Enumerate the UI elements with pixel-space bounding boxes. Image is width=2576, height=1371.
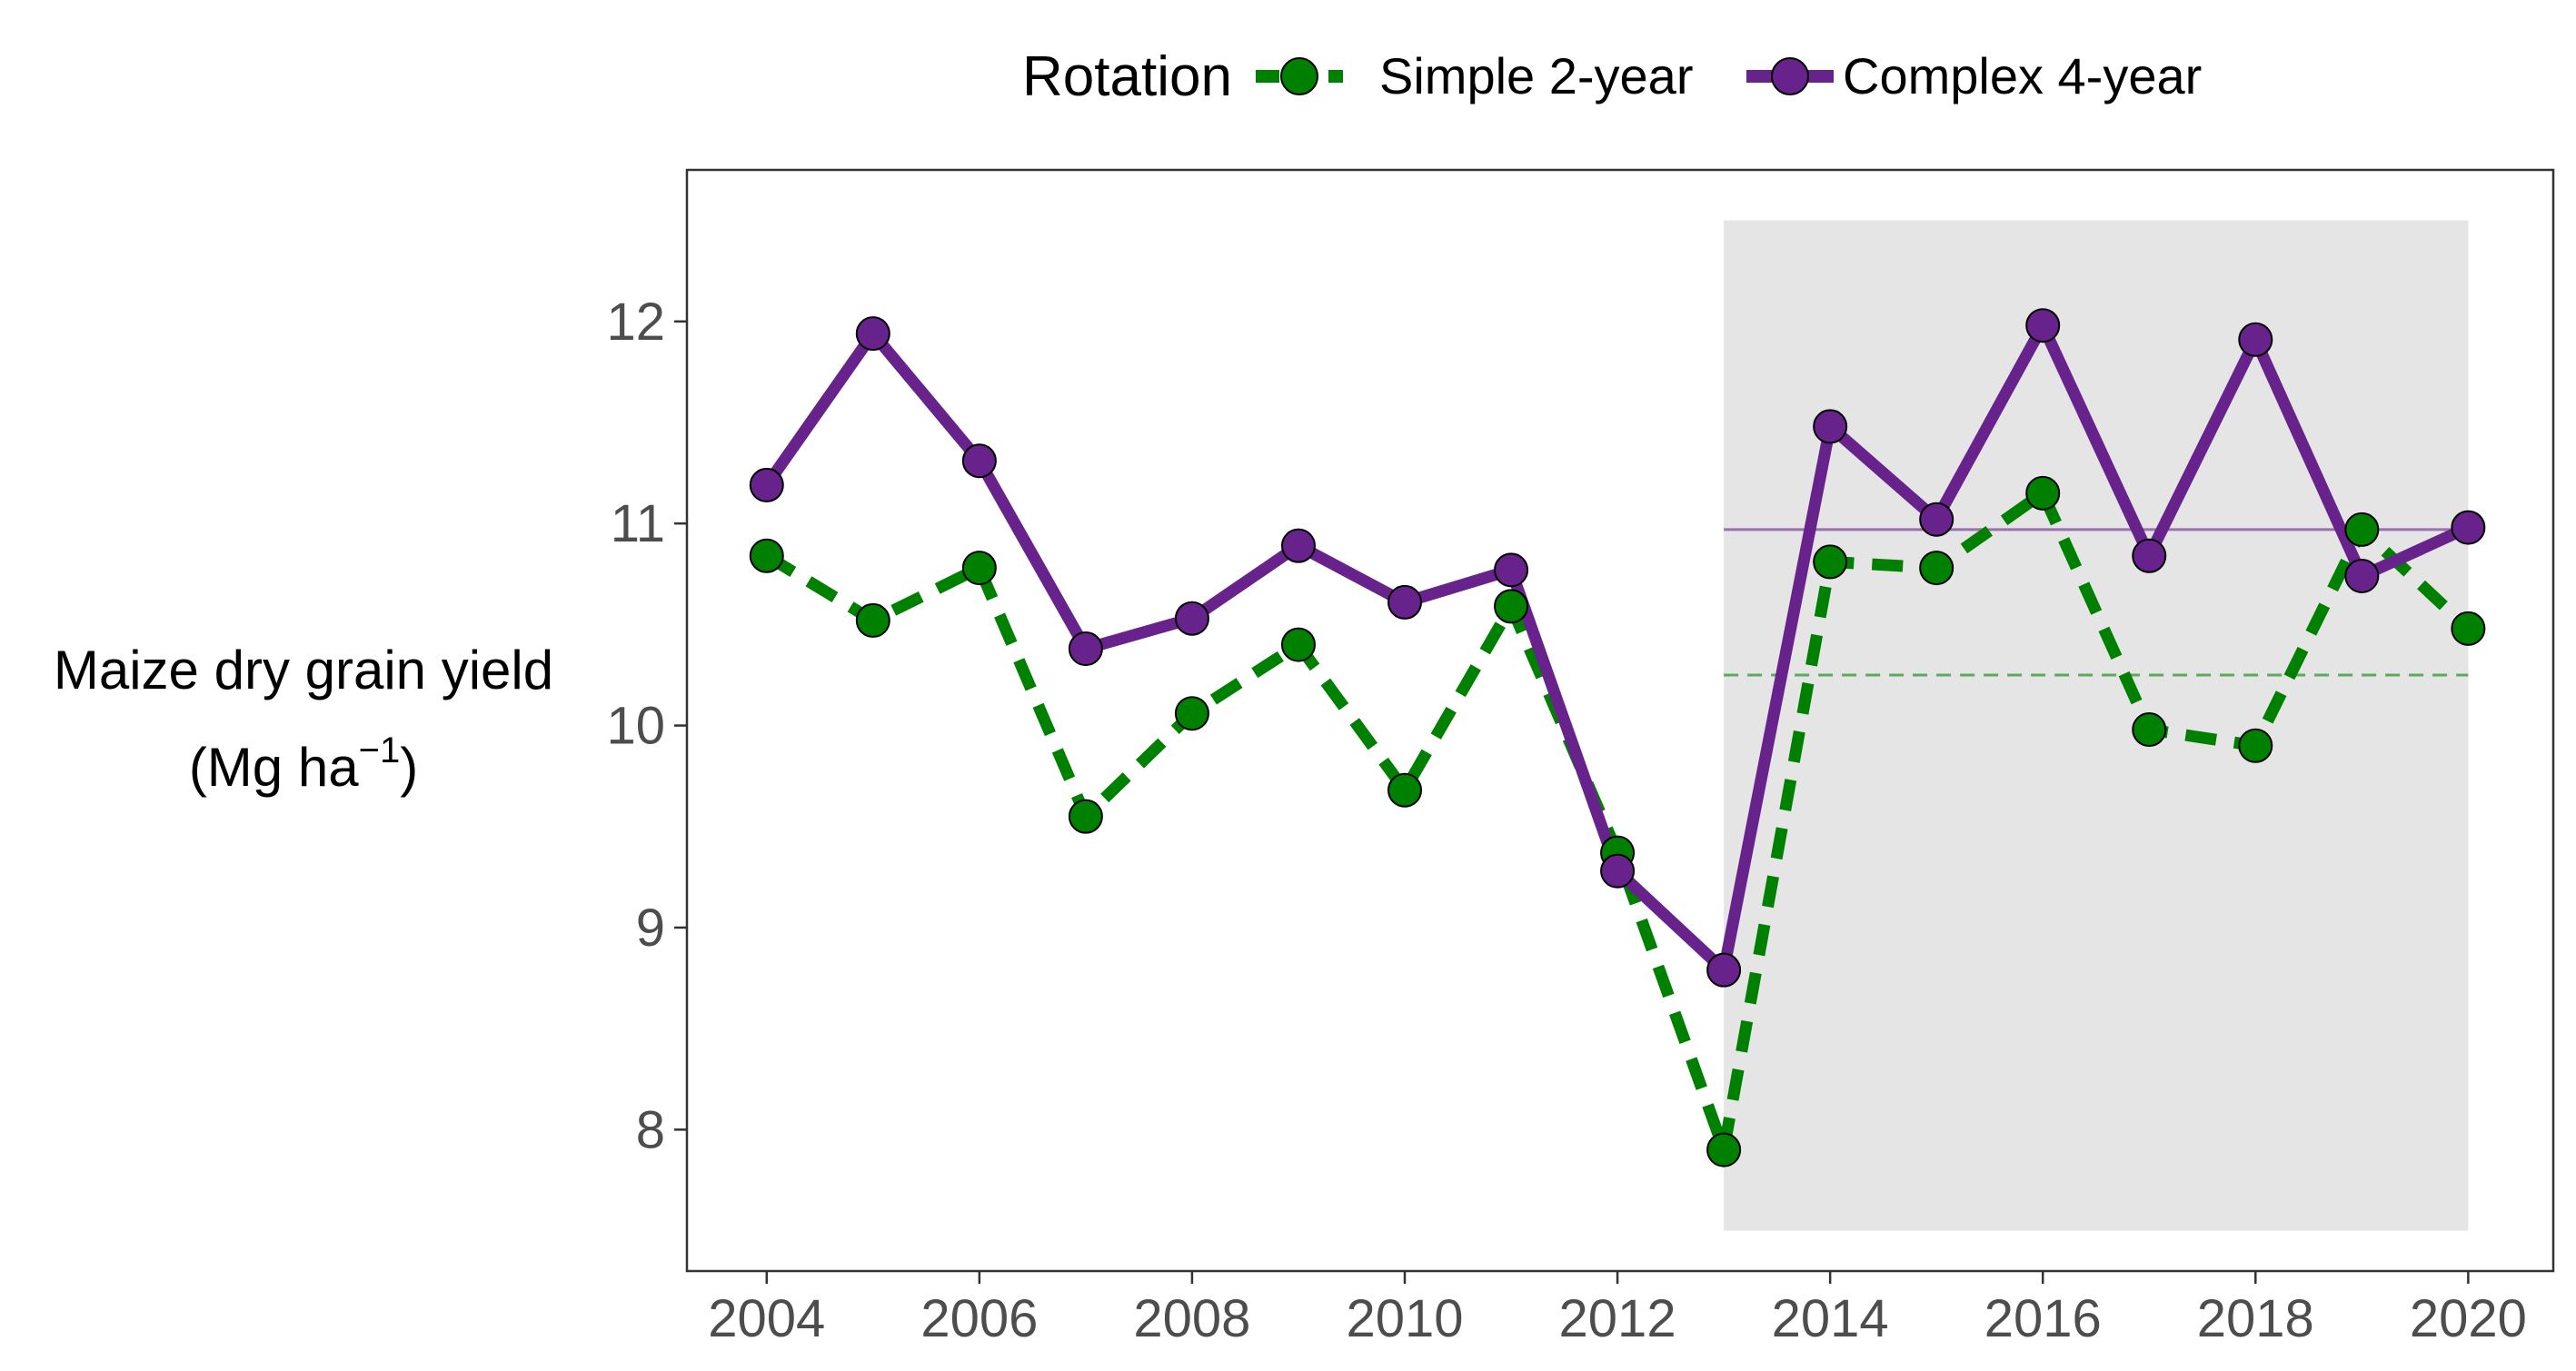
data-point-complex-2017: [2132, 538, 2167, 573]
data-point-simple-2019: [2344, 512, 2380, 547]
x-tick-label-2014: 2014: [1772, 1289, 1889, 1348]
data-point-simple-2011: [1494, 589, 1529, 624]
x-tick-label-2012: 2012: [1559, 1289, 1676, 1348]
y-tick-label-10: 10: [606, 697, 665, 756]
data-point-simple-2016: [2025, 475, 2061, 511]
y-tick-label-8: 8: [636, 1100, 665, 1159]
legend-key-marker-complex: [1771, 57, 1809, 95]
legend-title: Rotation: [1022, 45, 1232, 108]
series-points: [749, 308, 2486, 1167]
data-point-simple-2008: [1174, 696, 1209, 731]
legend-label-complex: Complex 4-year: [1843, 47, 2202, 104]
y-axis-title: Maize dry grain yield (Mg ha−1): [54, 640, 553, 798]
data-point-simple-2020: [2451, 611, 2486, 646]
plot-panel: [685, 168, 2555, 1273]
x-tick-label-2018: 2018: [2197, 1289, 2314, 1348]
legend-entry-simple: Simple 2-year: [1256, 47, 1693, 104]
x-tick-label-2006: 2006: [920, 1289, 1038, 1348]
x-tick-label-2004: 2004: [708, 1289, 825, 1348]
x-tick-label-2010: 2010: [1346, 1289, 1463, 1348]
data-point-simple-2015: [1919, 551, 1954, 586]
data-point-simple-2007: [1068, 799, 1103, 834]
data-point-complex-2005: [855, 316, 890, 352]
y-axis-title-line1: Maize dry grain yield: [54, 640, 553, 700]
data-point-complex-2014: [1813, 409, 1848, 444]
legend: Rotation Simple 2-year Complex 4-year: [1022, 45, 2202, 108]
x-tick-label-2008: 2008: [1133, 1289, 1250, 1348]
legend-key-marker-simple: [1280, 57, 1318, 95]
y-tick-label-9: 9: [636, 899, 665, 958]
data-point-simple-2006: [961, 551, 997, 586]
data-point-complex-2009: [1280, 528, 1316, 563]
x-axis: 2004 2006 2008 2010 2012 2014 2016 2018 2020: [708, 1271, 2527, 1348]
data-point-complex-2019: [2344, 558, 2380, 593]
legend-entry-complex: Complex 4-year: [1746, 47, 2202, 104]
data-point-simple-2018: [2238, 728, 2273, 763]
data-point-complex-2020: [2451, 510, 2486, 545]
data-point-complex-2012: [1600, 853, 1636, 889]
y-axis: 8 9 10 11 12: [606, 293, 687, 1159]
data-point-simple-2004: [749, 538, 784, 573]
data-point-simple-2010: [1387, 772, 1422, 808]
data-point-simple-2009: [1280, 627, 1316, 662]
y-tick-label-11: 11: [611, 494, 665, 553]
data-point-simple-2013: [1706, 1132, 1742, 1167]
data-point-complex-2018: [2238, 322, 2273, 357]
data-point-complex-2016: [2025, 308, 2061, 343]
data-point-simple-2005: [855, 602, 890, 638]
data-point-complex-2010: [1387, 584, 1422, 620]
y-tick-label-12: 12: [606, 293, 665, 352]
legend-label-simple: Simple 2-year: [1379, 47, 1693, 104]
data-point-complex-2013: [1706, 952, 1742, 988]
x-tick-label-2020: 2020: [2410, 1289, 2527, 1348]
data-point-complex-2008: [1174, 601, 1209, 636]
data-point-complex-2004: [749, 467, 784, 502]
data-point-complex-2011: [1494, 552, 1529, 588]
y-axis-title-line2: (Mg ha−1): [189, 730, 418, 798]
data-point-simple-2017: [2132, 712, 2167, 748]
data-point-complex-2006: [961, 443, 997, 479]
shaded-region: [1724, 220, 2469, 1231]
data-point-complex-2015: [1919, 502, 1954, 537]
data-point-simple-2014: [1813, 544, 1848, 580]
x-tick-label-2016: 2016: [1984, 1289, 2102, 1348]
data-point-complex-2007: [1068, 631, 1103, 667]
